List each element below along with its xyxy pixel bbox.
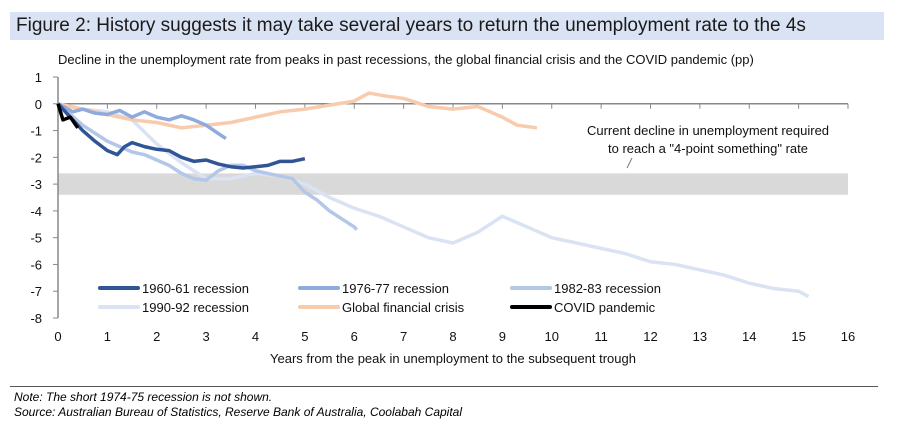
footnote: Note: The short 1974-75 recession is not… [14, 390, 462, 420]
annotation-text: Current decline in unemployment required [587, 123, 829, 138]
series-line-1 [57, 102, 227, 141]
x-tick-label: 4 [252, 329, 259, 344]
series-line-0 [56, 102, 306, 170]
y-tick-label: -4 [30, 204, 42, 219]
x-tick-label: 10 [545, 329, 559, 344]
legend-label: COVID pandemic [554, 300, 656, 315]
x-tick-label: 13 [693, 329, 707, 344]
y-tick-label: -7 [30, 284, 42, 299]
series-line-4 [57, 91, 538, 130]
footer-divider [10, 386, 878, 387]
x-tick-label: 8 [449, 329, 456, 344]
y-tick-label: -1 [30, 124, 42, 139]
target-band [58, 173, 848, 195]
legend-label: Global financial crisis [342, 300, 465, 315]
source-text: Source: Australian Bureau of Statistics,… [14, 405, 463, 419]
x-tick-label: 9 [499, 329, 506, 344]
x-tick-label: 3 [203, 329, 210, 344]
legend-label: 1990-92 recession [142, 300, 249, 315]
y-tick-label: -8 [30, 311, 42, 326]
chart-title: Decline in the unemployment rate from pe… [58, 52, 754, 67]
y-tick-label: -3 [30, 177, 42, 192]
x-tick-label: 15 [791, 329, 805, 344]
x-tick-label: 1 [104, 329, 111, 344]
annotation-leader [626, 157, 633, 169]
y-tick-label: 0 [35, 97, 42, 112]
x-axis-label: Years from the peak in unemployment to t… [270, 351, 636, 366]
x-tick-label: 12 [643, 329, 657, 344]
x-tick-label: 0 [54, 329, 61, 344]
annotation-text: to reach a "4-point something" rate [608, 141, 808, 156]
x-tick-label: 2 [153, 329, 160, 344]
note-text: Note: The short 1974-75 recession is not… [14, 390, 273, 404]
y-tick-label: 1 [35, 70, 42, 85]
x-tick-label: 6 [351, 329, 358, 344]
x-tick-label: 16 [841, 329, 855, 344]
y-tick-label: -5 [30, 231, 42, 246]
legend-label: 1960-61 recession [142, 281, 249, 296]
legend-label: 1976-77 recession [342, 281, 449, 296]
x-tick-label: 7 [400, 329, 407, 344]
series-line-5 [56, 103, 80, 129]
y-tick-label: -2 [30, 150, 42, 165]
legend-label: 1982-83 recession [554, 281, 661, 296]
y-tick-label: -6 [30, 257, 42, 272]
x-tick-label: 11 [594, 329, 608, 344]
figure-title: Figure 2: History suggests it may take s… [10, 12, 884, 40]
x-tick-label: 5 [301, 329, 308, 344]
x-tick-label: 14 [742, 329, 756, 344]
series-line-2 [56, 102, 359, 231]
series-line-3 [57, 102, 810, 299]
